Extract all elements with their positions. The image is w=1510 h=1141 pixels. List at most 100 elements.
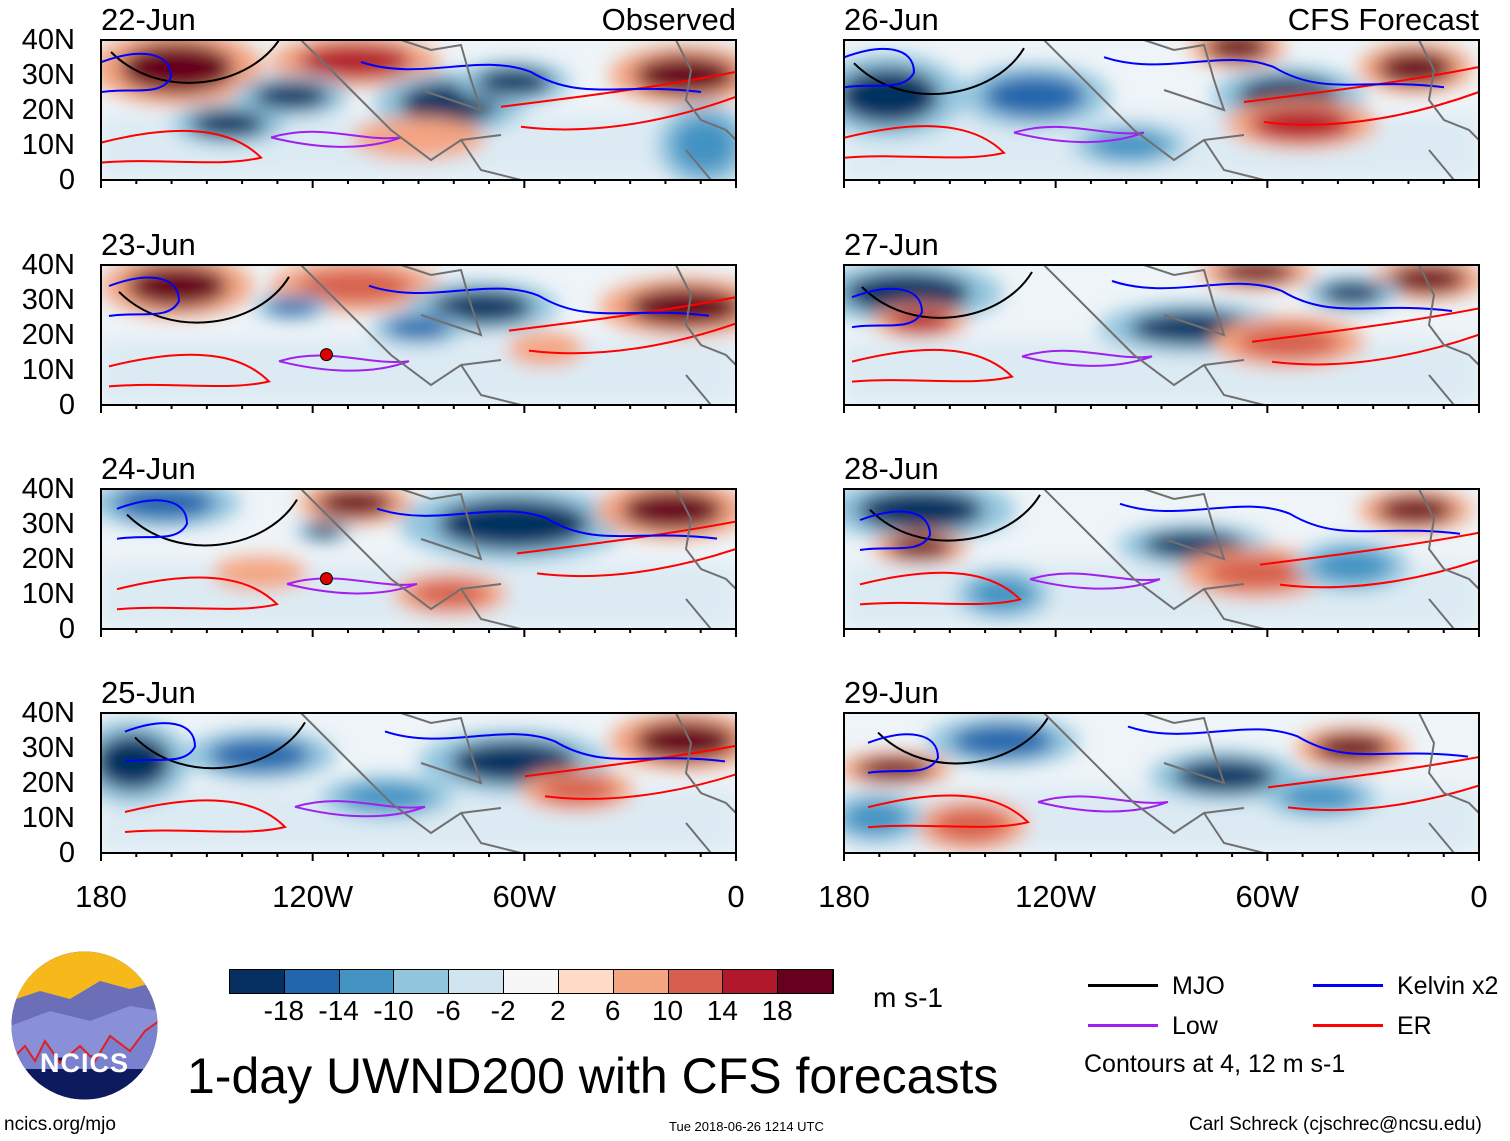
contour-line	[1119, 502, 1461, 535]
contour-line	[861, 271, 1033, 319]
wind-anomaly-core	[983, 75, 1086, 117]
lat-label: 0	[58, 164, 75, 196]
colorbar-label: -10	[373, 995, 414, 1026]
contour-line	[1251, 307, 1479, 366]
legend-line-mjo	[1088, 984, 1158, 987]
colorbar-label: -2	[490, 995, 516, 1026]
contour-line	[101, 129, 263, 164]
lon-label: 0	[1470, 879, 1488, 914]
coastline	[300, 713, 736, 853]
contour-line	[108, 276, 181, 317]
wind-anomaly-core	[856, 489, 984, 531]
wind-anomaly-core	[1313, 734, 1391, 762]
colorbar-swatch	[339, 970, 395, 993]
lat-label: 30N	[21, 284, 75, 316]
contour-line	[869, 494, 1041, 542]
wind-anomaly-core	[297, 269, 413, 303]
contour-line	[1111, 280, 1453, 312]
contour-line	[1103, 56, 1445, 89]
contour-line	[110, 40, 281, 84]
colorbar-label: -6	[435, 995, 461, 1026]
lon-label: 120W	[1015, 879, 1097, 914]
wind-anomaly-core	[932, 808, 1010, 842]
lat-label: 10N	[21, 802, 75, 834]
ncics-logo: NCICS	[10, 951, 159, 1100]
contour-line	[867, 794, 1030, 829]
panel-date: 23-Jun	[101, 227, 196, 262]
lat-label: 40N	[21, 249, 75, 281]
lon-label: 180	[818, 879, 870, 914]
footer-link[interactable]: ncics.org/mjo	[4, 1114, 116, 1135]
wind-anomaly-core	[539, 776, 616, 804]
lat-label: 30N	[21, 508, 75, 540]
wind-anomaly-core	[520, 337, 571, 361]
colorbar-label: 6	[604, 995, 621, 1026]
legend-note: Contours at 4, 12 m s-1	[1084, 1050, 1346, 1078]
colorbar-swatch	[394, 970, 450, 993]
lat-label: 40N	[21, 697, 75, 729]
coastline	[1043, 265, 1479, 405]
map-panel-28-Jun	[843, 488, 1480, 637]
wind-anomaly-core	[1091, 131, 1168, 159]
colorbar-label: 10	[651, 995, 684, 1026]
wind-anomaly-core	[316, 489, 394, 517]
wind-anomaly-core	[475, 68, 552, 96]
coastline	[1043, 40, 1479, 180]
coastline	[300, 489, 736, 629]
wind-anomaly-core	[1390, 265, 1467, 293]
lon-label: 60W	[492, 879, 557, 914]
wind-anomaly-core	[621, 490, 724, 530]
contour-line	[108, 353, 271, 388]
contour-line	[116, 576, 279, 611]
wind-anomaly-core	[672, 117, 736, 173]
legend-line-er	[1313, 1024, 1383, 1027]
contour-line	[294, 800, 426, 818]
lon-label: 60W	[1235, 879, 1300, 914]
contour-line	[116, 499, 189, 540]
wind-anomaly-core	[1174, 759, 1276, 793]
wind-anomaly-core	[208, 738, 311, 772]
contour-line	[384, 730, 726, 763]
colorbar-label: -14	[318, 995, 359, 1026]
contour-line	[360, 61, 702, 93]
contour-line	[101, 52, 173, 94]
wind-anomaly-core	[1218, 265, 1295, 284]
contour-line	[1021, 349, 1153, 367]
wind-anomaly-core	[856, 757, 933, 781]
contour-line	[524, 744, 736, 800]
contour-line	[844, 125, 1006, 159]
storm-marker	[319, 572, 333, 586]
lat-label: 40N	[21, 24, 75, 56]
wind-anomaly-core	[1320, 281, 1384, 305]
wind-anomaly-core	[1313, 549, 1391, 583]
contour-line	[851, 287, 924, 329]
wind-anomaly-core	[1377, 496, 1454, 524]
panel-date: 27-Jun	[844, 227, 939, 262]
panel-date: 28-Jun	[844, 451, 939, 486]
coastline	[300, 40, 736, 180]
contour-line	[1267, 755, 1479, 812]
contour-line	[1037, 795, 1169, 813]
lat-label: 30N	[21, 59, 75, 91]
colorbar-swatch	[613, 970, 669, 993]
wind-anomaly-core	[101, 734, 171, 790]
lon-label: 180	[75, 879, 127, 914]
colorbar-swatch	[504, 970, 559, 993]
lon-label: 120W	[272, 879, 354, 914]
colorbar-swatch	[723, 970, 779, 993]
lon-label: 0	[727, 879, 745, 914]
colorbar-swatch	[230, 970, 285, 993]
wind-anomaly-core	[113, 489, 216, 520]
coastline	[300, 265, 736, 405]
wind-anomaly-core	[1205, 40, 1270, 61]
storm-marker	[319, 348, 333, 362]
lat-label: 20N	[21, 543, 75, 575]
contour-line	[516, 520, 736, 578]
contour-line	[1243, 66, 1479, 126]
contour-line	[1013, 125, 1145, 144]
lat-label: 0	[58, 389, 75, 421]
map-panel-22-Jun	[100, 39, 737, 188]
contour-line	[126, 499, 298, 547]
contour-line	[859, 571, 1022, 606]
wind-anomaly-core	[1282, 783, 1359, 811]
